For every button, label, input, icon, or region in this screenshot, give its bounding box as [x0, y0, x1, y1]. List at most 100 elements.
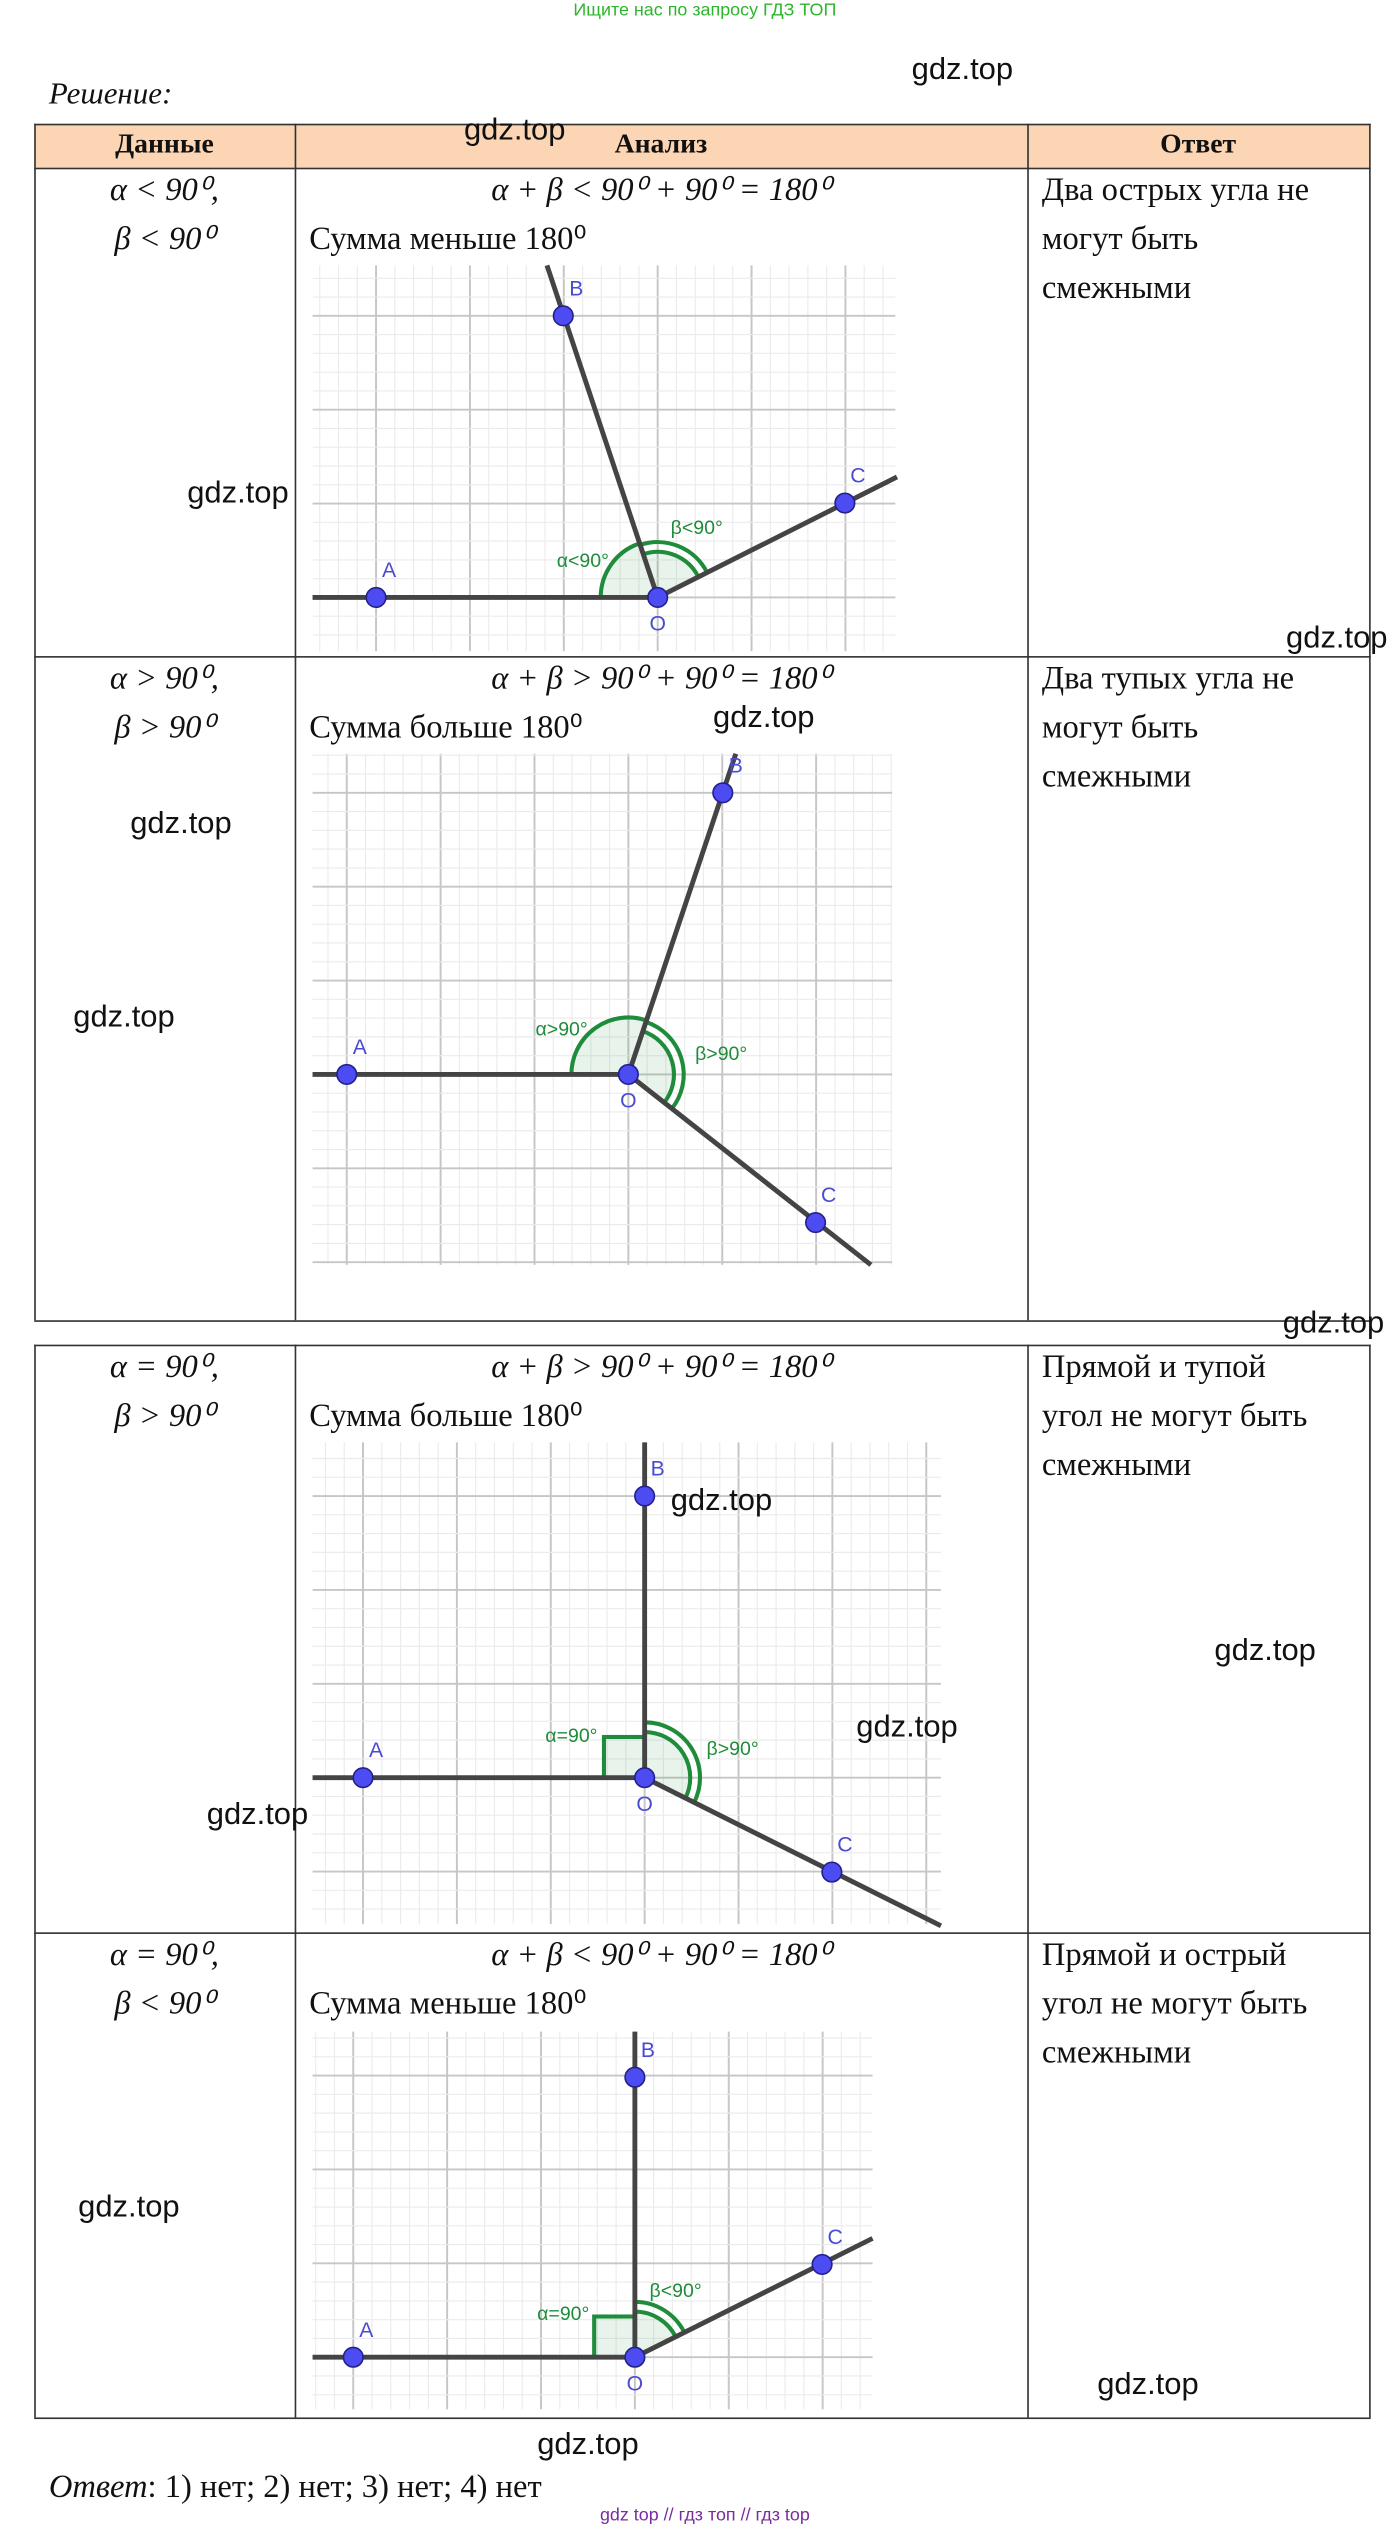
point [352, 1767, 374, 1789]
answer-text: : 1) нет; 2) нет; 3) нет; 4) нет [147, 2469, 542, 2506]
answer-line: могут быть [1041, 221, 1199, 258]
table-border [34, 167, 1371, 170]
ray [633, 2236, 874, 2360]
point [634, 1485, 656, 1507]
beta-arc [625, 1028, 676, 1106]
watermark: gdz.top [1214, 1633, 1316, 1668]
beta-arc [640, 549, 702, 601]
point-label: A [382, 559, 397, 582]
watermark: gdz.top [130, 806, 232, 841]
ray [643, 1775, 943, 1928]
watermark: gdz.top [856, 1710, 958, 1745]
table-border [1027, 123, 1029, 1321]
watermark: gdz.top [187, 476, 289, 511]
answer-label: Ответ [48, 2469, 148, 2506]
sum-text: Сумма больше 180⁰ [309, 709, 583, 746]
point-label: C [850, 465, 865, 488]
point-label: O [620, 1090, 636, 1113]
beta-arc [644, 1720, 702, 1804]
formula: α + β > 90⁰ + 90⁰ = 180⁰ [491, 1349, 831, 1386]
point [821, 1861, 843, 1883]
point-label: O [649, 613, 665, 636]
ray [626, 752, 739, 1076]
table-border [34, 656, 1371, 658]
given-line: β < 90⁰ [114, 1986, 215, 2022]
top-note: Ищите нас по запросу ГДЗ ТОП [573, 0, 837, 21]
point-label: B [651, 1458, 665, 1481]
angle-label: α<90° [557, 550, 609, 572]
answer-line: смежными [1041, 758, 1192, 795]
given-line: α = 90⁰, [109, 1349, 219, 1386]
beta-arc [645, 1020, 686, 1111]
point [811, 2253, 833, 2276]
point-label: A [359, 2319, 374, 2342]
formula: α + β < 90⁰ + 90⁰ = 180⁰ [491, 172, 831, 209]
beta-arc [634, 2299, 687, 2334]
point [617, 1063, 639, 1086]
point [624, 2066, 646, 2088]
point-label: B [729, 754, 743, 777]
point [805, 1211, 827, 1234]
given-line: β > 90⁰ [114, 1398, 215, 1435]
answer-line: угол не могут быть [1041, 1398, 1308, 1435]
watermark: gdz.top [78, 2190, 180, 2225]
watermark: gdz.top [670, 1484, 773, 1519]
angle-label: β<90° [650, 2280, 702, 2302]
watermark: gdz.top [713, 700, 815, 736]
point-label: A [353, 1036, 368, 1059]
watermark: gdz.top [1282, 1306, 1385, 1341]
watermark: gdz.top [911, 53, 1014, 88]
point-label: C [827, 2226, 842, 2249]
formula: α + β < 90⁰ + 90⁰ = 180⁰ [491, 1937, 831, 1974]
watermark: gdz.top [1097, 2367, 1199, 2403]
point [342, 2346, 364, 2368]
angle-label: α>90° [536, 1019, 588, 1041]
point [624, 2346, 646, 2368]
table-border [294, 123, 297, 1321]
answer-line: смежными [1041, 270, 1192, 307]
watermark: gdz.top [463, 113, 566, 148]
point-label: C [837, 1834, 852, 1857]
answer-line: Прямой и тупой [1041, 1349, 1266, 1386]
alpha-arc [569, 1015, 650, 1077]
point [634, 1767, 656, 1789]
table-border [1369, 1344, 1371, 2418]
formula: α + β > 90⁰ + 90⁰ = 180⁰ [491, 660, 831, 697]
table-border [34, 123, 36, 1321]
watermark: gdz.top [206, 1798, 309, 1833]
answer-line: смежными [1041, 1447, 1192, 1484]
watermark: gdz.top [537, 2428, 639, 2463]
table-border [1027, 1344, 1029, 2418]
angle-label: β<90° [671, 517, 723, 539]
final-answer: Ответ: 1) нет; 2) нет; 3) нет; 4) нет [49, 2468, 542, 2507]
table-border [34, 123, 1371, 126]
ray [656, 474, 899, 600]
angle-label: α=90° [537, 2303, 589, 2325]
point-label: B [569, 277, 583, 300]
watermark: gdz.top [73, 1000, 175, 1035]
column-header: Анализ [614, 128, 708, 160]
angle-label: β>90° [695, 1043, 747, 1065]
answer-line: Прямой и острый [1041, 1937, 1287, 1974]
table-border [294, 1344, 297, 2418]
watermark: gdz.top [1286, 621, 1388, 656]
beta-arc [639, 540, 709, 574]
table-border [34, 2417, 1371, 2420]
given-line: β < 90⁰ [114, 221, 215, 258]
point-label: C [821, 1184, 836, 1207]
header-bg [34, 123, 1370, 168]
table-border [1369, 123, 1371, 1321]
table-border [34, 1932, 1371, 1934]
table-border [34, 1344, 1371, 1347]
point [365, 586, 387, 609]
solution-label: Решение: [48, 77, 173, 112]
given-line: β > 90⁰ [114, 709, 215, 746]
answer-line: Два тупых угла не [1041, 660, 1295, 697]
point [336, 1063, 358, 1086]
column-header: Данные [115, 128, 214, 160]
given-line: α < 90⁰, [109, 172, 219, 209]
answer-line: могут быть [1041, 709, 1199, 746]
sum-text: Сумма меньше 180⁰ [309, 1986, 587, 2022]
